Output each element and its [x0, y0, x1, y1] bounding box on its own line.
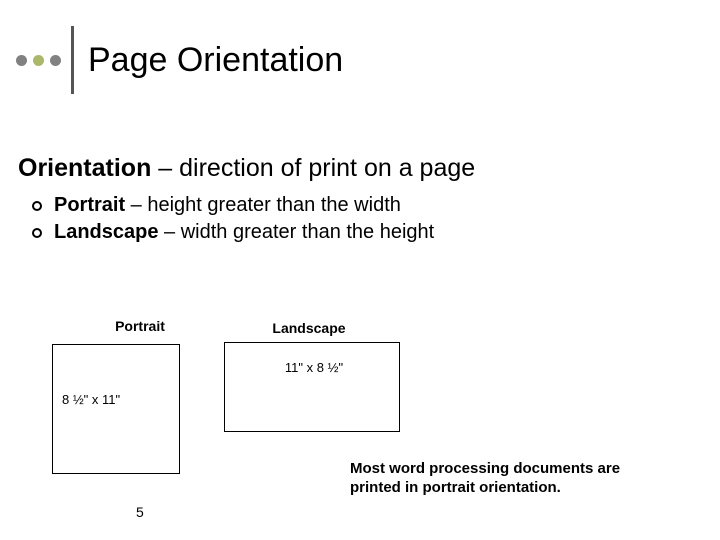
bullet-rest: – width greater than the height [158, 221, 434, 243]
page-title: Page Orientation [88, 41, 343, 80]
landscape-label: Landscape [264, 320, 354, 336]
bullet-item: Landscape – width greater than the heigh… [32, 221, 434, 244]
landscape-dimensions: 11" x 8 ½" [274, 360, 354, 375]
subtitle: Orientation – direction of print on a pa… [18, 154, 475, 183]
bullet-list: Portrait – height greater than the width… [32, 194, 434, 248]
dot-2 [33, 55, 44, 66]
title-row: Page Orientation [16, 26, 343, 94]
bullet-bold: Portrait [54, 194, 125, 216]
portrait-label: Portrait [110, 318, 170, 334]
note-line-2: printed in portrait orientation. [350, 479, 561, 496]
title-dots [16, 55, 61, 66]
dot-1 [16, 55, 27, 66]
portrait-dimensions: 8 ½" x 11" [62, 392, 120, 407]
subtitle-bold: Orientation [18, 154, 151, 182]
bullet-bold: Landscape [54, 221, 158, 243]
subtitle-rest: – direction of print on a page [151, 154, 475, 182]
slide-number: 5 [136, 504, 144, 520]
dot-3 [50, 55, 61, 66]
title-divider [71, 26, 74, 94]
bullet-item: Portrait – height greater than the width [32, 194, 434, 217]
footer-note: Most word processing documents are print… [350, 460, 620, 498]
note-line-1: Most word processing documents are [350, 460, 620, 477]
landscape-box [224, 342, 400, 432]
bullet-rest: – height greater than the width [125, 194, 401, 216]
hollow-circle-icon [32, 228, 42, 238]
hollow-circle-icon [32, 201, 42, 211]
portrait-box [52, 344, 180, 474]
